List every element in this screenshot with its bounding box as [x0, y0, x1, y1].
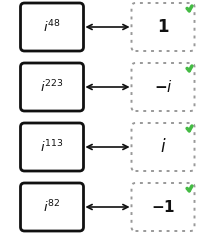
Text: $\mathbf{-1}$: $\mathbf{-1}$: [151, 199, 175, 215]
FancyBboxPatch shape: [131, 63, 194, 111]
FancyBboxPatch shape: [21, 183, 83, 231]
Text: $\mathit{i}^{223}$: $\mathit{i}^{223}$: [40, 79, 64, 95]
FancyBboxPatch shape: [131, 183, 194, 231]
FancyBboxPatch shape: [21, 3, 83, 51]
Text: $\mathbf{-\mathit{i}}$: $\mathbf{-\mathit{i}}$: [154, 79, 173, 95]
Text: $\mathbf{\mathit{i}}$: $\mathbf{\mathit{i}}$: [160, 138, 166, 156]
Text: $\mathit{i}^{48}$: $\mathit{i}^{48}$: [43, 19, 61, 35]
Text: $\mathit{i}^{82}$: $\mathit{i}^{82}$: [43, 199, 61, 215]
FancyBboxPatch shape: [131, 123, 194, 171]
FancyBboxPatch shape: [21, 123, 83, 171]
FancyBboxPatch shape: [21, 63, 83, 111]
Text: $\mathit{i}^{113}$: $\mathit{i}^{113}$: [40, 139, 64, 155]
FancyBboxPatch shape: [131, 3, 194, 51]
Text: $\mathbf{1}$: $\mathbf{1}$: [157, 18, 169, 36]
